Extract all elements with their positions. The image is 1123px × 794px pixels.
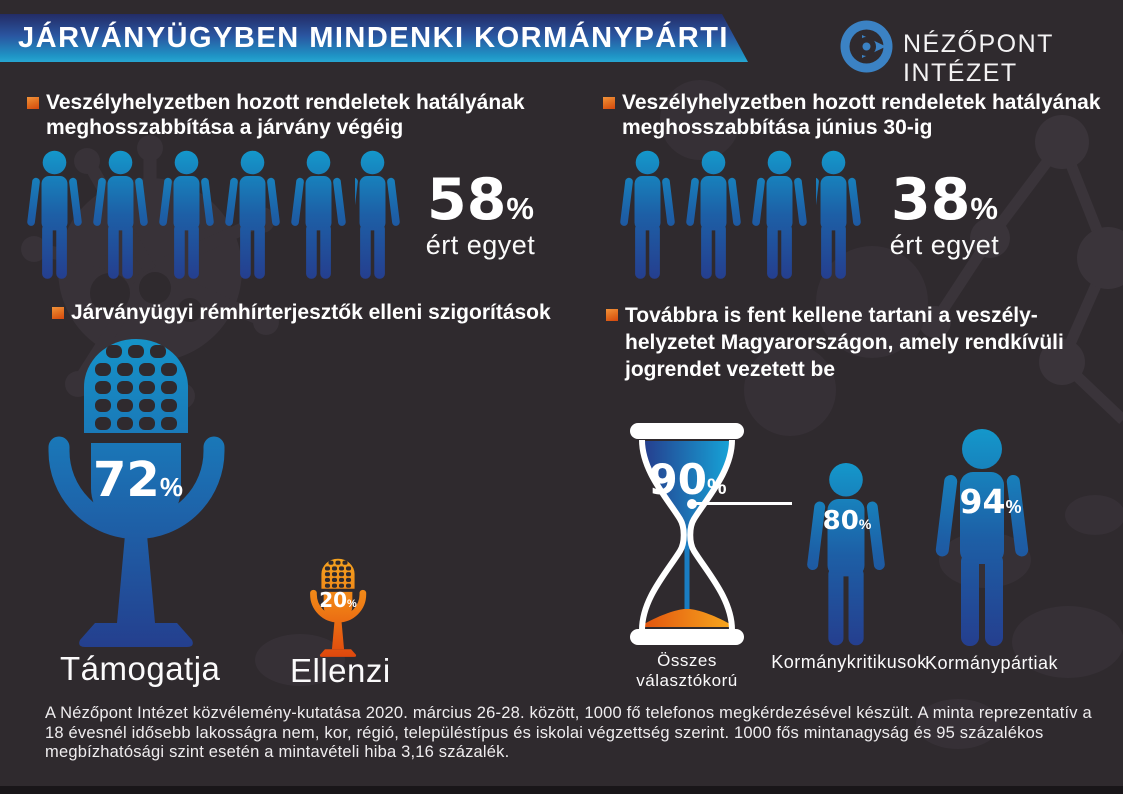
person-icon bbox=[91, 150, 150, 280]
bullet-icon bbox=[27, 97, 39, 109]
stat-caption: ért egyet bbox=[889, 230, 1000, 260]
person-icon bbox=[223, 150, 282, 280]
person-icon bbox=[750, 150, 809, 280]
microphone-icon bbox=[310, 558, 367, 657]
stat-value: 58 bbox=[427, 167, 507, 233]
heading-emergency: Továbbra is fent kellene tartani a veszé… bbox=[625, 304, 1064, 381]
stat-extend-end: 58% ért egyet bbox=[408, 170, 553, 261]
stat-support: 72% bbox=[93, 452, 183, 508]
agree-pictograph-june bbox=[618, 150, 863, 280]
support-label: Támogatja bbox=[60, 650, 221, 687]
heading-fake-news: Járványügyi rémhírterjesztők elleni szig… bbox=[71, 301, 551, 324]
person-icon bbox=[157, 150, 216, 280]
person-icon bbox=[355, 150, 402, 280]
hourglass-icon bbox=[630, 423, 744, 645]
stat-extend-june: 38% ért egyet bbox=[872, 170, 1017, 261]
stat-supporters: 94% bbox=[959, 482, 1022, 521]
bottom-bar bbox=[0, 786, 1123, 794]
header-banner: JÁRVÁNYÜGYBEN MINDENKI KORMÁNYPÁRTI bbox=[0, 14, 748, 62]
stat-critics: 80% bbox=[822, 506, 872, 536]
stat-all-voters: 90% bbox=[648, 455, 727, 504]
person-icon bbox=[618, 150, 677, 280]
percent-sign: % bbox=[506, 191, 534, 226]
stat-oppose: 20% bbox=[319, 588, 357, 612]
person-icon bbox=[932, 428, 1032, 648]
percent-sign: % bbox=[970, 191, 998, 226]
microphone-icon bbox=[48, 339, 225, 647]
person-icon bbox=[25, 150, 84, 280]
stat-caption: ért egyet bbox=[425, 230, 536, 260]
pointer-line bbox=[694, 502, 792, 505]
bullet-icon bbox=[603, 97, 615, 109]
nezopont-logo-icon bbox=[840, 20, 893, 73]
heading-extend-end: Veszélyhelyzetben hozott rendeletek hatá… bbox=[46, 91, 525, 139]
oppose-label: Ellenzi bbox=[290, 652, 391, 689]
stat-value: 38 bbox=[891, 167, 971, 233]
person-icon bbox=[816, 150, 863, 280]
footer-methodology-text: A Nézőpont Intézet közvélemény-kutatása … bbox=[45, 704, 1092, 761]
person-icon bbox=[289, 150, 348, 280]
page-title: JÁRVÁNYÜGYBEN MINDENKI KORMÁNYPÁRTI bbox=[18, 21, 729, 54]
all-voters-label: Összes választókorú bbox=[636, 651, 738, 690]
pointer-dot bbox=[687, 499, 697, 509]
supporters-label: Kormánypártiak bbox=[925, 653, 1059, 673]
brand-name: NÉZŐPONT INTÉZET bbox=[903, 30, 1054, 87]
bullet-icon bbox=[52, 307, 64, 319]
heading-extend-june: Veszélyhelyzetben hozott rendeletek hatá… bbox=[622, 91, 1101, 139]
person-icon bbox=[804, 462, 888, 647]
agree-pictograph-end bbox=[25, 150, 402, 280]
person-icon bbox=[684, 150, 743, 280]
bullet-icon bbox=[606, 309, 618, 321]
critics-label: Kormánykritikusok bbox=[771, 652, 927, 672]
